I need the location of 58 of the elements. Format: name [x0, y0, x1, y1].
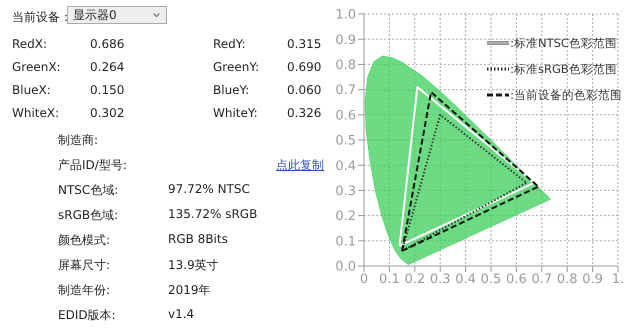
y-tick-label: 0.8: [335, 58, 356, 74]
text: EDID版本:: [58, 307, 116, 324]
text: NTSC色域:: [58, 182, 118, 199]
text: RGB 8Bits: [168, 232, 228, 246]
text: sRGB色域:: [58, 207, 118, 224]
text: WhiteY:: [213, 106, 258, 120]
text: 135.72% sRGB: [168, 207, 258, 221]
x-tick-label: 0.5: [480, 272, 502, 288]
text: BlueY:: [213, 83, 250, 97]
x-tick-label: 0: [360, 272, 368, 288]
y-tick-label: 0.6: [335, 108, 356, 124]
text: 97.72% NTSC: [168, 182, 250, 196]
y-tick-label: 0.4: [335, 158, 356, 174]
text: 13.9英寸: [168, 257, 219, 274]
text: 制造商:: [58, 132, 98, 149]
x-tick-label: 0.2: [404, 272, 426, 288]
legend-label: :标准sRGB色彩范围: [510, 62, 617, 76]
text: 0.690: [287, 60, 322, 74]
x-tick-label: 0.6: [506, 272, 527, 288]
text: 显示器0: [73, 8, 117, 22]
text: 0.315: [287, 37, 322, 51]
text: 0.060: [287, 83, 322, 97]
x-tick-label: 1.: [612, 272, 624, 288]
text: 0.264: [90, 60, 124, 74]
text: BlueX:: [12, 83, 51, 97]
text: 0.302: [90, 106, 124, 120]
text: GreenY:: [213, 60, 260, 74]
text: 颜色模式:: [58, 232, 110, 249]
text: v1.4: [168, 307, 194, 321]
y-tick-label: 0.5: [335, 134, 356, 149]
x-tick-label: 0.7: [531, 272, 552, 288]
text: 0.686: [90, 37, 124, 51]
text: 0.326: [287, 106, 322, 120]
text: 2019年: [168, 282, 211, 299]
x-tick-label: 0.1: [379, 272, 400, 288]
y-tick-label: 1.0: [335, 8, 356, 23]
legend-label: :当前设备的色彩范围: [510, 88, 622, 102]
legend-label: :标准NTSC色彩范围: [510, 36, 617, 50]
x-tick-label: 0.3: [430, 272, 451, 288]
y-tick-label: 0.2: [335, 209, 356, 224]
y-tick-label: 0.3: [335, 184, 356, 200]
x-tick-label: 0.9: [582, 272, 603, 288]
text: 屏幕尺寸:: [58, 257, 110, 274]
x-tick-label: 0.4: [455, 272, 476, 288]
text: 0.150: [90, 83, 124, 97]
text: 产品ID/型号:: [58, 157, 127, 174]
y-tick-label: 0.0: [335, 260, 356, 275]
text: GreenX:: [12, 60, 61, 74]
y-tick-label: 0.1: [335, 234, 356, 250]
x-tick-label: 0.8: [556, 272, 578, 288]
text: WhiteX:: [12, 106, 60, 120]
text: RedY:: [213, 37, 246, 51]
y-tick-label: 0.7: [335, 83, 356, 98]
text: 当前设备：: [12, 9, 72, 26]
text: 制造年份:: [58, 282, 110, 299]
y-tick-label: 0.9: [335, 32, 356, 48]
text: RedX:: [12, 37, 48, 51]
text: 点此复制: [276, 157, 324, 174]
